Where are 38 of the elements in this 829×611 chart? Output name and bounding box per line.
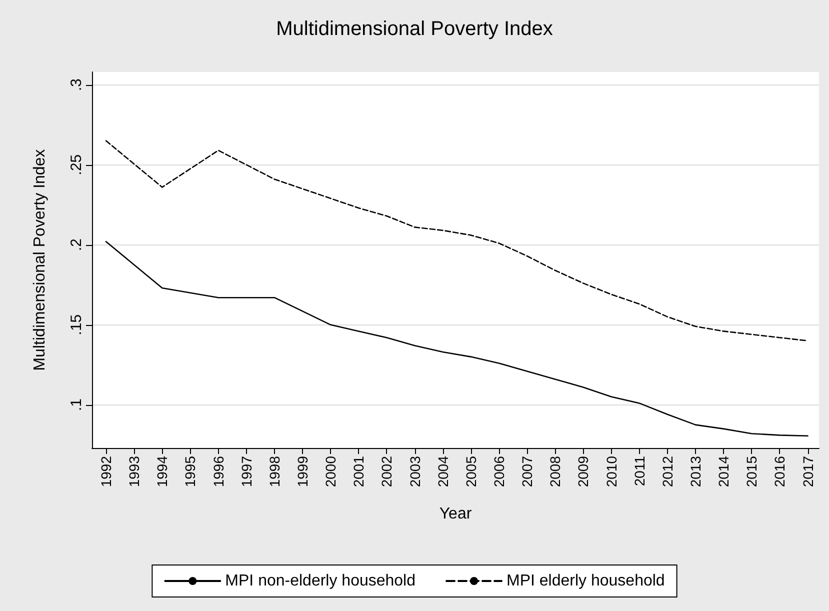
x-tick-label: 2005 <box>462 456 479 488</box>
chart-title: Multidimensional Poverty Index <box>276 18 553 40</box>
x-tick-label: 1998 <box>266 456 282 488</box>
y-tick-label: .15 <box>68 314 85 336</box>
legend-label: MPI elderly household <box>506 572 665 590</box>
x-tick-label: 1994 <box>154 456 170 488</box>
x-tick-label: 2017 <box>800 456 816 488</box>
x-tick-label: 2010 <box>603 456 620 488</box>
x-tick-label: 2013 <box>687 456 704 488</box>
x-tick-label: 2007 <box>519 456 536 488</box>
x-tick-label: 2004 <box>434 456 451 488</box>
x-tick-label: 2002 <box>378 456 395 488</box>
x-tick-label: 2012 <box>659 456 676 488</box>
x-tick-label: 2001 <box>350 456 367 488</box>
x-tick-label: 1999 <box>294 456 311 488</box>
y-tick-label: .25 <box>68 154 85 176</box>
x-tick-label: 1993 <box>126 456 142 488</box>
y-axis-title: Multidimensional Poverty Index <box>32 149 48 371</box>
x-tick-label: 2016 <box>772 456 788 488</box>
y-tick-label: .2 <box>68 238 85 252</box>
x-axis-title: Year <box>439 506 472 522</box>
legend-label: MPI non-elderly household <box>225 572 416 590</box>
x-tick-label: 2015 <box>744 456 760 488</box>
line-series <box>105 140 808 342</box>
x-tick-label: 1992 <box>98 456 114 488</box>
x-tick-label: 2000 <box>322 456 339 488</box>
x-tick-label: 2003 <box>406 456 423 488</box>
x-tick-label: 1997 <box>238 456 254 488</box>
x-tick-label: 2009 <box>575 456 592 488</box>
x-tick-label: 2014 <box>716 456 732 488</box>
x-tick-label: 1996 <box>210 456 226 488</box>
x-tick-label: 2006 <box>491 456 508 488</box>
x-tick-label: 2011 <box>631 456 648 486</box>
y-tick-label: .1 <box>68 398 85 412</box>
x-tick-label: 2008 <box>547 456 564 488</box>
line-series <box>105 240 808 436</box>
x-tick-label: 1995 <box>182 456 198 488</box>
y-tick-label: .3 <box>68 78 85 92</box>
